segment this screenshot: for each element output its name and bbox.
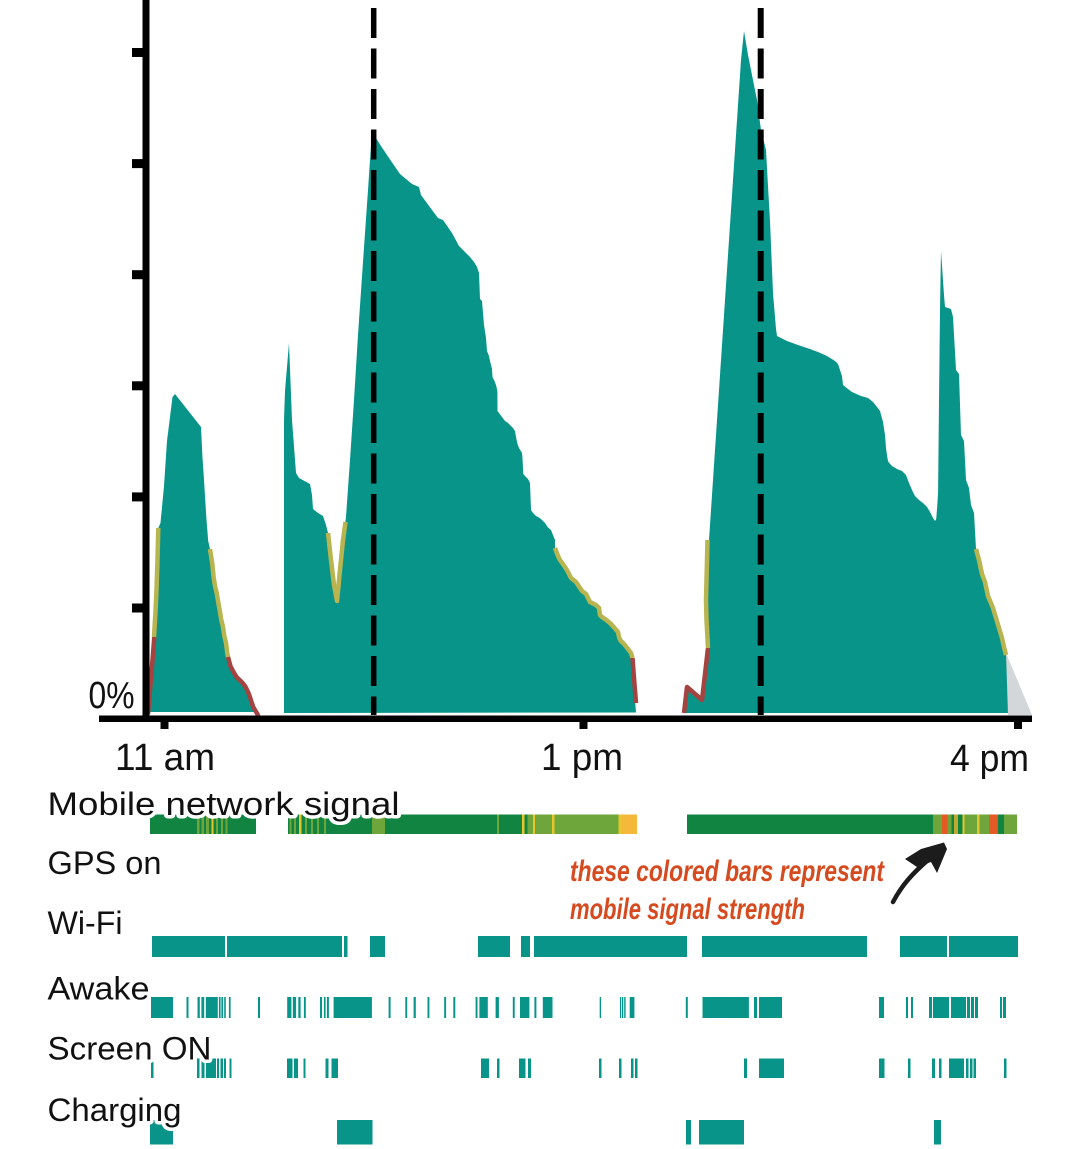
svg-text:1 pm: 1 pm [541, 737, 623, 779]
svg-text:11 am: 11 am [115, 737, 215, 779]
svg-text:Awake: Awake [48, 971, 150, 1007]
svg-text:GPS on: GPS on [48, 845, 162, 881]
svg-text:Charging: Charging [48, 1092, 182, 1128]
svg-text:mobile signal strength: mobile signal strength [570, 893, 805, 926]
svg-text:these colored bars represent: these colored bars represent [570, 855, 886, 888]
svg-text:Screen ON: Screen ON [48, 1031, 212, 1067]
svg-text:4 pm: 4 pm [950, 738, 1029, 780]
svg-text:0%: 0% [89, 675, 135, 717]
svg-text:Wi-Fi: Wi-Fi [48, 905, 123, 941]
svg-text:Mobile network signal: Mobile network signal [48, 786, 400, 822]
